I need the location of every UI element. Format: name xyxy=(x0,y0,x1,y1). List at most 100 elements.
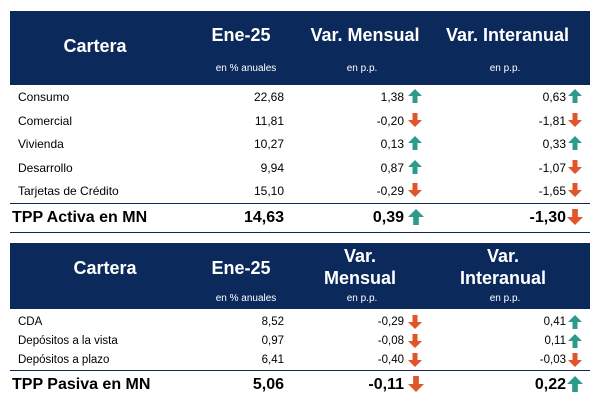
active-rates-table: Cartera Ene-25 Var. Mensual Var. Interan… xyxy=(10,11,590,233)
table-row: Depósitos a plazo 6,41 -0,40 -0,03 xyxy=(10,351,590,370)
row-var-interanual: -1,81 xyxy=(538,113,566,128)
subheader-var-interanual: en p.p. xyxy=(489,293,521,304)
row-var-interanual: 0,63 xyxy=(542,90,566,104)
row-value: 22,68 xyxy=(253,90,284,104)
header-var-mensual-line1: Var. xyxy=(343,246,377,266)
arrow-down-icon xyxy=(408,376,424,392)
row-var-interanual: -1,07 xyxy=(538,160,566,175)
row-value: 9,94 xyxy=(260,160,284,175)
row-var-mensual: -0,29 xyxy=(377,316,404,328)
header-var-mensual: Var. Mensual xyxy=(310,25,420,45)
arrow-down-icon xyxy=(568,183,582,197)
arrow-down-icon xyxy=(408,353,422,367)
row-value: 15,10 xyxy=(253,184,284,198)
arrow-up-icon xyxy=(568,315,582,329)
subheader-var-mensual: en p.p. xyxy=(346,293,378,304)
row-var-mensual-arrow xyxy=(408,159,422,174)
header-month: Ene-25 xyxy=(211,25,271,45)
row-var-mensual: -0,20 xyxy=(376,113,404,128)
arrow-up-icon xyxy=(408,89,422,103)
row-label: Depósitos a la vista xyxy=(18,335,118,347)
row-var-mensual: 1,38 xyxy=(380,90,404,104)
header-var-interanual-line1: Var. xyxy=(486,246,520,266)
row-var-mensual-arrow xyxy=(408,315,422,329)
header-cartera: Cartera xyxy=(73,258,137,278)
arrow-down-icon xyxy=(408,334,422,348)
row-label: CDA xyxy=(18,316,43,328)
row-var-mensual-arrow xyxy=(408,136,422,150)
row-var-mensual-arrow xyxy=(408,112,422,127)
row-var-interanual-arrow xyxy=(568,183,582,197)
total-row: TPP Activa en MN 14,63 0,39 -1,30 xyxy=(10,202,590,233)
header-cartera: Cartera xyxy=(63,36,127,56)
row-label: Tarjetas de Crédito xyxy=(18,184,119,198)
row-var-interanual-arrow xyxy=(568,159,582,174)
row-value: 0,97 xyxy=(261,335,284,347)
total-label: TPP Activa en MN xyxy=(12,208,148,226)
header-var-interanual: Var. Interanual xyxy=(445,25,570,45)
table-body: Consumo 22,68 1,38 0,63 Comercial 11,81 -0,20 -… xyxy=(10,85,590,203)
table-header: Cartera Ene-25 Var. Mensual Var. Interan… xyxy=(10,11,590,85)
arrow-up-icon xyxy=(408,208,424,225)
row-var-mensual: -0,08 xyxy=(377,335,404,347)
table-body: CDA 8,52 -0,29 0,41 Depósitos a la vista 0,97… xyxy=(10,308,590,370)
arrow-up-icon xyxy=(408,159,422,174)
total-var-interanual-arrow xyxy=(567,376,583,392)
row-value: 6,41 xyxy=(261,354,284,366)
row-var-mensual-arrow xyxy=(408,89,422,103)
arrow-down-icon xyxy=(568,112,582,127)
row-var-interanual: 0,11 xyxy=(544,335,566,347)
arrow-up-icon xyxy=(568,89,582,103)
table-header: Cartera Ene-25 Var. Mensual Var. Interan… xyxy=(10,243,590,308)
subheader-var-interanual: en p.p. xyxy=(489,63,521,74)
total-var-mensual-arrow xyxy=(408,376,424,392)
total-var-mensual: -0,11 xyxy=(368,376,404,393)
arrow-down-icon xyxy=(408,112,422,127)
total-label: TPP Pasiva en MN xyxy=(12,376,151,393)
row-var-interanual: -1,65 xyxy=(538,184,566,198)
subheader-month: en % anuales xyxy=(215,293,277,304)
row-var-interanual-arrow xyxy=(568,136,582,150)
row-value: 8,52 xyxy=(261,316,284,328)
arrow-down-icon xyxy=(408,183,422,197)
row-value: 11,81 xyxy=(254,113,284,128)
table-row: Comercial 11,81 -0,20 -1,81 xyxy=(10,109,590,133)
subheader-month: en % anuales xyxy=(215,63,277,74)
table-row: Consumo 22,68 1,38 0,63 xyxy=(10,85,590,109)
row-var-mensual: 0,87 xyxy=(380,160,404,175)
arrow-down-icon xyxy=(408,315,422,329)
total-value: 14,63 xyxy=(243,208,284,226)
arrow-up-icon xyxy=(568,334,582,348)
row-var-mensual: -0,40 xyxy=(377,354,404,366)
row-value: 10,27 xyxy=(253,137,284,151)
total-var-mensual: 0,39 xyxy=(372,208,404,226)
row-var-interanual-arrow xyxy=(568,315,582,329)
header-var-interanual-line2: Interanual xyxy=(459,268,547,288)
arrow-up-icon xyxy=(408,136,422,150)
header-month: Ene-25 xyxy=(211,258,271,278)
total-value: 5,06 xyxy=(252,376,284,393)
arrow-up-icon xyxy=(568,136,582,150)
row-var-mensual-arrow xyxy=(408,353,422,367)
total-var-interanual: -1,30 xyxy=(529,208,566,226)
row-var-mensual: -0,29 xyxy=(376,184,404,198)
table-row: Vivienda 10,27 0,13 0,33 xyxy=(10,132,590,156)
row-label: Comercial xyxy=(18,113,73,128)
total-var-interanual-arrow xyxy=(567,208,583,225)
row-var-interanual-arrow xyxy=(568,112,582,127)
header-var-mensual-line2: Mensual xyxy=(323,268,397,288)
arrow-down-icon xyxy=(568,353,582,367)
row-var-interanual: 0,33 xyxy=(542,137,566,151)
row-var-mensual-arrow xyxy=(408,183,422,197)
row-var-mensual-arrow xyxy=(408,334,422,348)
passive-rates-table: Cartera Ene-25 Var. Mensual Var. Interan… xyxy=(10,243,590,399)
table-row: Desarrollo 9,94 0,87 -1,07 xyxy=(10,156,590,180)
row-var-interanual-arrow xyxy=(568,353,582,367)
table-row: Depósitos a la vista 0,97 -0,08 0,11 xyxy=(10,332,590,351)
arrow-down-icon xyxy=(568,159,582,174)
table-row: Tarjetas de Crédito 15,10 -0,29 -1,65 xyxy=(10,179,590,203)
row-var-interanual-arrow xyxy=(568,334,582,348)
row-label: Vivienda xyxy=(18,137,64,151)
row-var-interanual-arrow xyxy=(568,89,582,103)
subheader-var-mensual: en p.p. xyxy=(346,63,378,74)
